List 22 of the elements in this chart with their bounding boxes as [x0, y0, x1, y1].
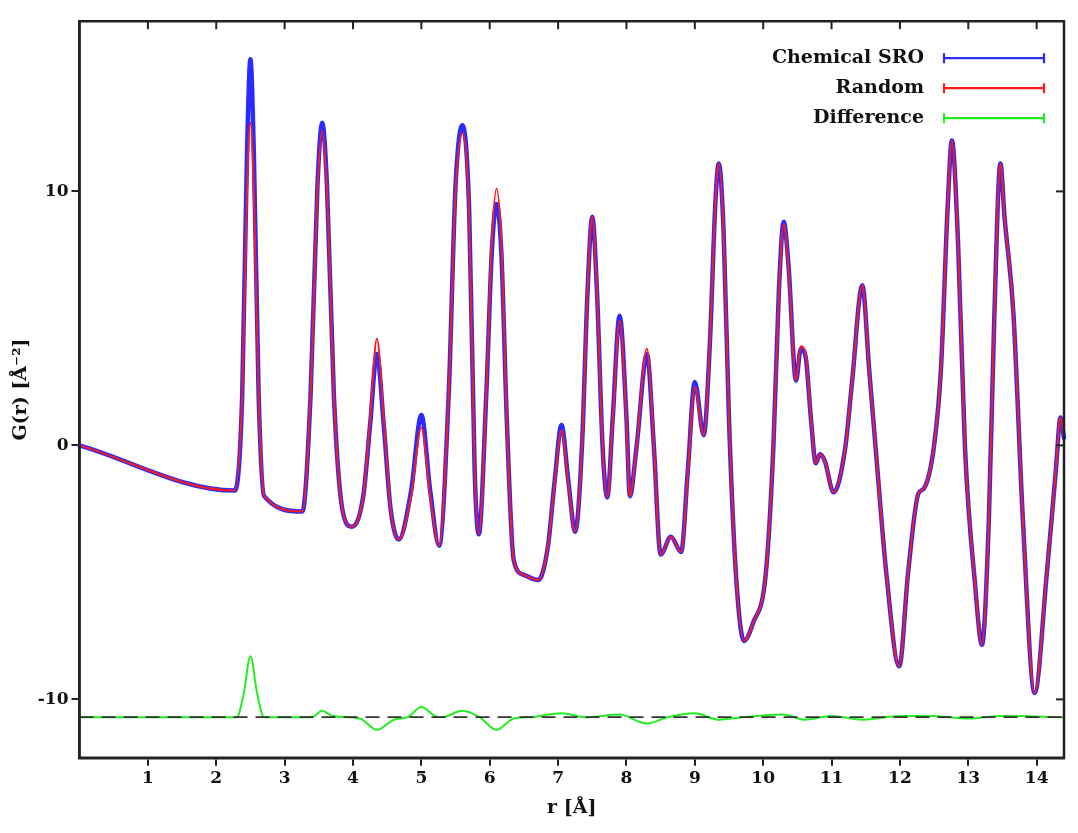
y-tick-label: 10	[44, 179, 69, 200]
x-tick-label: 10	[751, 767, 776, 788]
x-tick-label: 5	[415, 767, 428, 788]
y-tick-label: 0	[56, 433, 69, 454]
legend-label: Difference	[813, 105, 924, 128]
x-tick-label: 12	[888, 767, 912, 788]
x-tick-label: 11	[819, 767, 844, 788]
y-axis-title: G(r) [Å⁻²]	[8, 338, 31, 441]
x-tick-label: 2	[210, 767, 223, 788]
x-axis-title: r [Å]	[547, 794, 597, 817]
legend-label: Random	[835, 75, 924, 98]
x-tick-label: 7	[552, 767, 564, 788]
x-tick-label: 14	[1024, 767, 1049, 788]
y-tick-label: -10	[37, 687, 69, 708]
x-tick-label: 3	[278, 767, 291, 788]
x-tick-label: 9	[688, 767, 701, 788]
x-tick-label: 8	[620, 767, 633, 788]
x-tick-label: 13	[956, 767, 981, 788]
x-tick-label: 1	[141, 767, 154, 788]
x-tick-label: 6	[483, 767, 496, 788]
x-tick-label: 4	[347, 767, 360, 788]
legend-label: Chemical SRO	[771, 45, 924, 68]
